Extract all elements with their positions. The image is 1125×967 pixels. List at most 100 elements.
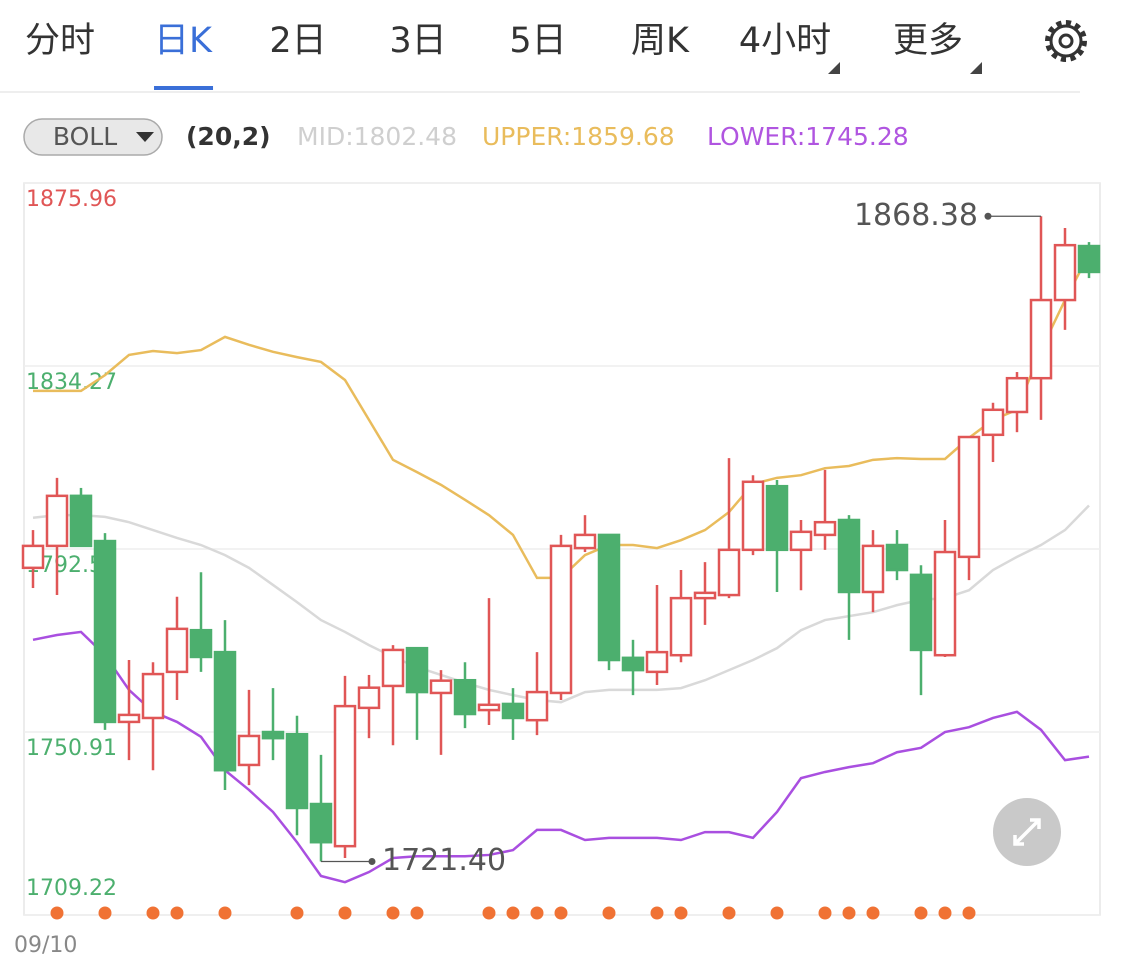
gear-teeth [1045, 20, 1087, 62]
candle-body [981, 408, 1005, 437]
tab[interactable]: 日K [154, 21, 213, 61]
candle-body [69, 494, 93, 548]
plot: 1875.961834.271792.591750.911709.2209/10… [14, 182, 1101, 958]
signal-dot [338, 906, 352, 920]
candle-body [597, 533, 621, 662]
annotation-dot [984, 212, 992, 220]
gear-ring [1049, 24, 1083, 58]
candle-body [789, 530, 813, 552]
candle-body [93, 539, 117, 724]
expand-arrows [1013, 818, 1041, 846]
candle-body [573, 533, 597, 550]
signal-dot [482, 906, 496, 920]
dropdown-arrow [136, 132, 154, 142]
upper-value: UPPER:1859.68 [482, 122, 675, 151]
signal-dot [770, 906, 784, 920]
signal-dot [98, 906, 112, 920]
candle-body [933, 550, 957, 657]
candle-body [525, 690, 549, 722]
mid-value: MID:1802.48 [297, 122, 457, 151]
candle-body [477, 703, 501, 712]
signal-dot [506, 906, 520, 920]
y-tick-label: 1875.96 [26, 187, 117, 212]
candle-body [549, 544, 573, 695]
band-line [33, 253, 1091, 580]
candle-body [909, 573, 933, 652]
signal-dot [866, 906, 880, 920]
signal-dot [218, 906, 232, 920]
annotation-label: 1868.38 [854, 198, 978, 233]
annotation-dot [368, 858, 376, 866]
candle-body [357, 686, 381, 710]
candle-body [165, 627, 189, 674]
signal-dot [386, 906, 400, 920]
signal-dot [938, 906, 952, 920]
candle-body [405, 646, 429, 694]
candle-body [141, 672, 165, 720]
candle-body [21, 544, 45, 570]
expand-button[interactable] [993, 798, 1061, 866]
candle-body [1077, 244, 1101, 274]
indicator-name: BOLL [53, 122, 117, 151]
candle-body [621, 656, 645, 672]
candle-body [669, 596, 693, 657]
lower-value: LOWER:1745.28 [707, 122, 909, 151]
candle-body [645, 650, 669, 674]
tab[interactable]: 4小时 [739, 21, 831, 61]
signal-dot [842, 906, 856, 920]
candle-body [741, 480, 765, 552]
dropdown-arrow [828, 62, 840, 74]
candle-body [237, 734, 261, 767]
candle-body [501, 702, 525, 720]
candle-body [285, 732, 309, 810]
annotation-label: 1721.40 [382, 843, 506, 878]
signal-dot [674, 906, 688, 920]
tab[interactable]: 周K [631, 21, 690, 61]
tab[interactable]: 5日 [509, 21, 566, 61]
settings-icon[interactable] [1045, 20, 1087, 62]
indicator-params: (20,2) [186, 122, 271, 151]
candle-body [861, 544, 885, 594]
candle-body [885, 543, 909, 572]
candle-body [429, 679, 453, 695]
candle-body [381, 648, 405, 688]
candle-body [1053, 243, 1077, 302]
signal-dot [170, 906, 184, 920]
tab[interactable]: 分时 [25, 21, 95, 61]
x-tick-label: 09/10 [14, 933, 77, 958]
signal-dot [146, 906, 160, 920]
candle-body [693, 591, 717, 600]
y-tick-label: 1750.91 [26, 736, 117, 761]
signal-dot [50, 906, 64, 920]
tab[interactable]: 3日 [389, 21, 446, 61]
candle-body [1029, 298, 1053, 380]
signal-dot [650, 906, 664, 920]
candle-body [309, 802, 333, 844]
candle-body [45, 494, 69, 548]
tab[interactable]: 更多 [893, 21, 963, 61]
candle-body [261, 730, 285, 740]
dropdown-arrow [970, 62, 982, 74]
signal-dot [602, 906, 616, 920]
signal-dot [554, 906, 568, 920]
tab-bar: 分时 日K 2日 3日 5日 周K 4小时 更多 [0, 20, 1087, 93]
candle-body [117, 713, 141, 724]
candle-body [957, 435, 981, 559]
candle-body [765, 484, 789, 552]
band-line [32, 630, 1090, 884]
candle-body [717, 548, 741, 597]
signal-dot [530, 906, 544, 920]
candle-body [813, 520, 837, 537]
tab[interactable]: 2日 [269, 21, 326, 61]
candle-body [837, 518, 861, 594]
indicator-bar: BOLL (20,2) MID:1802.48 UPPER:1859.68 LO… [23, 118, 909, 156]
indicator-select[interactable] [23, 118, 163, 156]
signal-dot [290, 906, 304, 920]
candle-body [1005, 376, 1029, 414]
candle-body [453, 678, 477, 716]
signal-dot [962, 906, 976, 920]
candle-body [189, 628, 213, 659]
signal-dot [722, 906, 736, 920]
signal-dot [818, 906, 832, 920]
